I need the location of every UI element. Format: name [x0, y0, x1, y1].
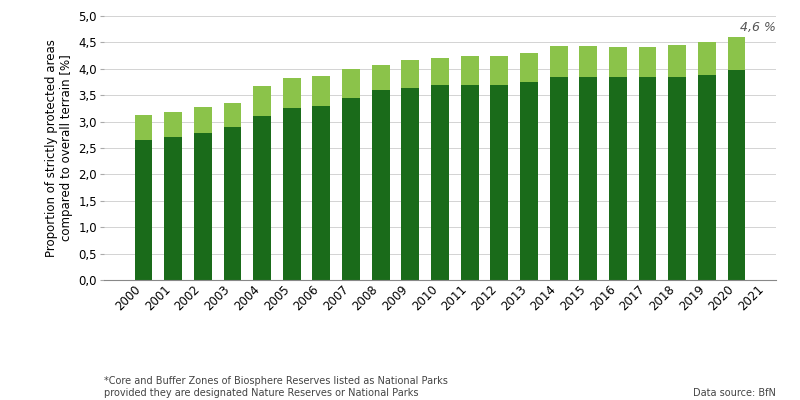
- Bar: [490, 85, 508, 280]
- Bar: [134, 115, 152, 140]
- Bar: [164, 112, 182, 138]
- Bar: [550, 46, 567, 77]
- Text: *Core and Buffer Zones of Biosphere Reserves listed as National Parks
provided t: *Core and Buffer Zones of Biosphere Rese…: [104, 376, 448, 398]
- Bar: [520, 53, 538, 82]
- Bar: [194, 107, 212, 133]
- Bar: [223, 102, 242, 127]
- Text: 4,6 %: 4,6 %: [739, 21, 775, 34]
- Bar: [638, 77, 657, 280]
- Bar: [728, 37, 746, 70]
- Bar: [313, 76, 330, 106]
- Bar: [402, 88, 419, 280]
- Bar: [728, 70, 746, 280]
- Bar: [283, 78, 301, 108]
- Bar: [194, 133, 212, 280]
- Bar: [638, 47, 657, 77]
- Bar: [490, 56, 508, 85]
- Bar: [431, 58, 449, 85]
- Bar: [668, 45, 686, 77]
- Bar: [609, 77, 627, 280]
- Text: Data source: BfN: Data source: BfN: [693, 388, 776, 398]
- Bar: [609, 47, 627, 77]
- Bar: [698, 42, 716, 75]
- Bar: [134, 140, 152, 280]
- Bar: [342, 69, 360, 98]
- Bar: [283, 108, 301, 280]
- Bar: [313, 106, 330, 280]
- Legend: Nature Reserves, National Parks*, Strictly protected areas (total): Nature Reserves, National Parks*, Strict…: [159, 397, 667, 400]
- Bar: [402, 60, 419, 88]
- Bar: [579, 77, 597, 280]
- Bar: [579, 46, 597, 77]
- Bar: [698, 75, 716, 280]
- Bar: [372, 65, 390, 90]
- Bar: [253, 116, 271, 280]
- Bar: [520, 82, 538, 280]
- Bar: [342, 98, 360, 280]
- Bar: [372, 90, 390, 280]
- Bar: [550, 77, 567, 280]
- Bar: [223, 127, 242, 280]
- Y-axis label: Proportion of strictly protected areas
compared to overall terrain [%]: Proportion of strictly protected areas c…: [45, 39, 73, 257]
- Bar: [461, 85, 478, 280]
- Bar: [668, 77, 686, 280]
- Bar: [461, 56, 478, 85]
- Bar: [431, 85, 449, 280]
- Bar: [253, 86, 271, 116]
- Bar: [164, 138, 182, 280]
